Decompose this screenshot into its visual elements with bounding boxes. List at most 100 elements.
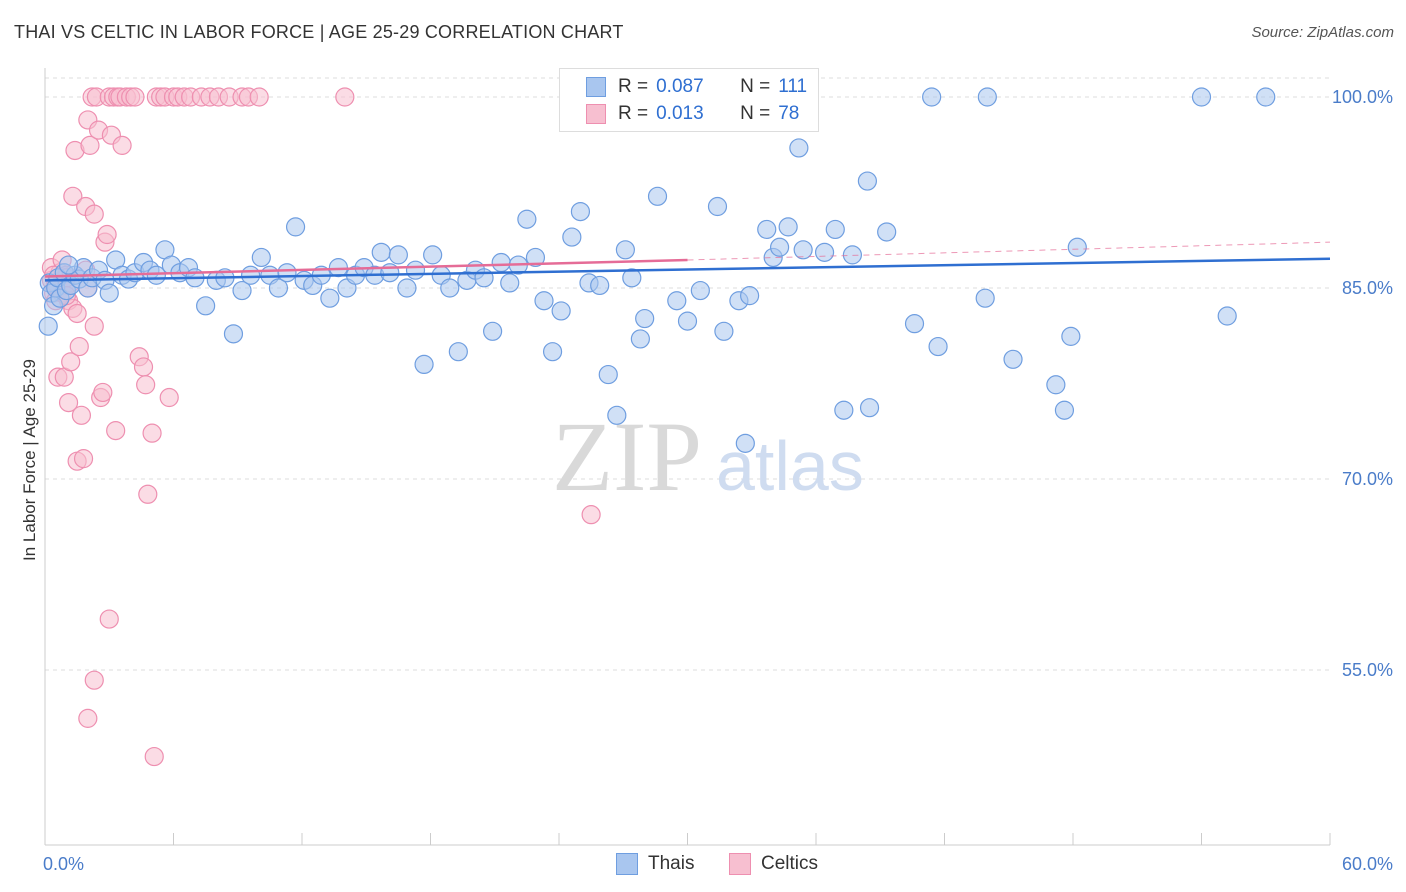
celtic-point [335,87,355,107]
thai-point [735,433,755,453]
thai-point [740,286,760,306]
thai-point [789,138,809,158]
thai-point [440,278,460,298]
celtic-point [84,204,104,224]
legend-r-label: R = [618,103,649,124]
celtic-point [58,393,79,413]
celtic-point [133,357,154,377]
bottom-legend-swatch-celtics [729,853,751,875]
thai-point [1046,375,1066,395]
bottom-legend-celtics: Celtics [729,852,818,876]
thai-point [232,280,252,301]
thai-point [542,342,563,362]
celtic-point [69,336,89,357]
celtic-points [41,87,601,767]
celtic-point [136,375,156,395]
thai-point [977,87,997,107]
thai-point [491,252,511,273]
legend-row-thais: R = 0.087 N = 111 [586,75,807,99]
watermark-zip: ZIP [552,401,702,512]
thai-point [483,321,503,341]
thai-point [922,87,942,107]
legend-swatch-thais [586,77,606,97]
celtic-point [249,87,269,107]
thai-point [196,296,216,316]
thai-point [647,186,668,206]
celtic-point [84,316,104,336]
thai-point [525,247,546,268]
grid-lines [45,77,1330,671]
celtic-trend-line [44,258,688,278]
thai-point [667,291,687,311]
thai-point [405,260,426,280]
legend-r-value-celtics: 0.013 [656,103,704,124]
thai-point [778,217,798,237]
thai-point [534,291,554,311]
thai-point [500,273,520,293]
celtic-trend-line-dashed [687,241,1331,261]
thai-point [904,314,925,334]
legend: R = 0.087 N = 111 R = 0.013 N = 78 [559,68,819,132]
thai-point [517,209,537,229]
thai-point [677,311,698,331]
thai-point [371,242,391,262]
celtic-point [67,303,87,324]
bottom-legend-label-thais: Thais [648,853,695,874]
bottom-legend-thais: Thais [616,852,694,876]
thai-point [877,222,897,242]
thai-point [714,321,734,341]
celtic-point [159,387,179,408]
thai-point [268,278,289,298]
thai-point [423,245,443,265]
thai-point [834,400,854,420]
trend-lines [44,241,1331,282]
celtic-point [73,449,94,469]
thai-point [615,240,635,260]
celtic-point [84,670,104,690]
thai-point [1191,87,1212,107]
legend-r-label: R = [618,76,649,97]
celtic-point [125,87,145,107]
y-tick-label: 85.0% [1342,278,1393,298]
y-tick-label: 70.0% [1342,469,1393,489]
thai-point [598,364,618,385]
thai-point [690,280,710,301]
thai-point [414,354,434,374]
thai-point [448,342,468,362]
celtic-point [97,224,117,245]
thai-point [277,263,297,283]
thai-point [814,242,835,262]
thai-point [474,268,494,288]
thai-point [630,329,650,349]
celtic-point [99,609,119,629]
celtic-point [138,484,158,504]
thai-trend-line [44,257,1331,282]
thai-point [928,336,948,357]
thai-point [251,247,271,268]
legend-swatch-celtics [586,104,606,124]
thai-point [562,227,582,247]
x-tick-label-max: 60.0% [1342,854,1393,874]
celtic-point [71,405,92,425]
legend-n-label: N = [740,76,771,97]
thai-point [1067,237,1087,257]
source-label: Source: ZipAtlas.com [1251,24,1394,41]
bottom-legend-swatch-thais [616,853,638,875]
thai-point [570,202,591,222]
legend-n-value-thais: 111 [778,76,808,97]
celtic-point [144,746,164,767]
y-tick-labels: 55.0% 70.0% 85.0% 100.0% [1332,87,1393,680]
legend-r-value-thais: 0.087 [656,76,704,97]
thai-point [635,308,655,329]
x-tick-label-min: 0.0% [43,854,84,874]
y-tick-label: 55.0% [1342,660,1393,680]
thai-point [99,283,119,303]
celtic-point [142,423,162,443]
thai-point [388,245,408,265]
celtic-point [581,505,601,525]
thai-point [1003,349,1023,369]
thai-point [842,245,863,265]
thai-point [975,288,995,308]
celtic-point [78,708,98,728]
